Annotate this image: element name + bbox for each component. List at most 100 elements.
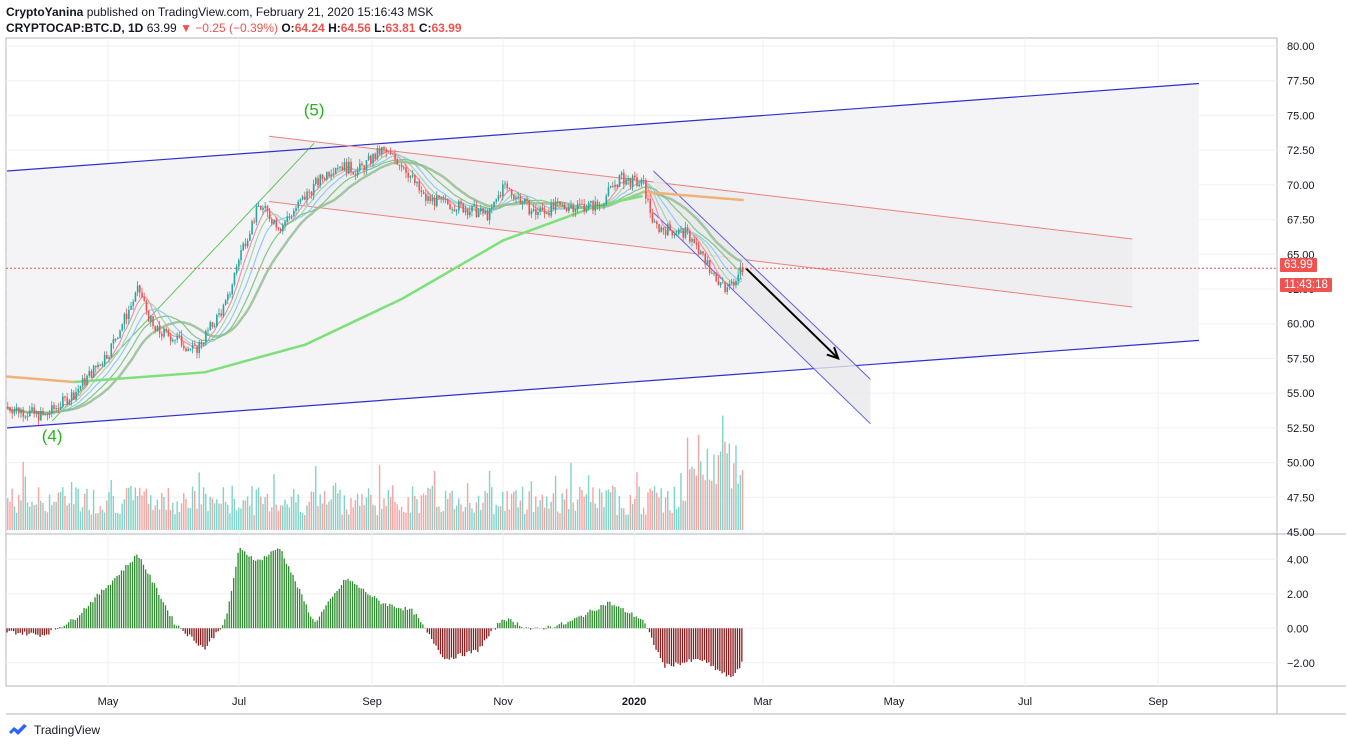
candle-body — [537, 211, 539, 215]
candle-body — [57, 408, 60, 410]
volume-bar — [125, 488, 128, 530]
volume-bar — [301, 512, 304, 530]
volume-bar — [673, 486, 676, 530]
volume-bar — [561, 493, 563, 530]
volume-bar — [59, 492, 62, 530]
volume-bar — [365, 497, 368, 530]
price-tick-label: 75.00 — [1287, 110, 1315, 122]
candle-body — [616, 184, 619, 187]
candle-body — [51, 405, 53, 414]
candle-body — [425, 193, 427, 201]
candle-body — [218, 313, 220, 316]
last-price-label: 63.99 — [1280, 258, 1317, 272]
volume-bar — [334, 482, 337, 530]
volume-bar — [508, 509, 511, 530]
volume-bar — [400, 506, 403, 530]
tradingview-brand[interactable]: TradingView — [34, 723, 101, 737]
volume-bar — [691, 466, 693, 530]
volume-bar — [48, 494, 51, 530]
volume-bar — [70, 481, 73, 530]
volume-bar — [354, 500, 357, 530]
candle-body — [31, 407, 33, 411]
candle-body — [191, 345, 194, 349]
candle-body — [22, 409, 25, 417]
candle-body — [579, 203, 581, 205]
candle-body — [55, 408, 58, 410]
volume-bar — [200, 504, 203, 530]
candle-body — [372, 153, 374, 164]
candle-body — [515, 197, 517, 200]
candle-body — [634, 175, 636, 178]
volume-bar — [145, 488, 148, 530]
candle-body — [62, 396, 64, 407]
volume-bar — [341, 514, 343, 530]
volume-bar — [669, 510, 671, 530]
volume-bar — [662, 512, 665, 530]
volume-bar — [356, 493, 359, 530]
volume-bar — [337, 493, 339, 530]
candle-body — [84, 378, 86, 385]
volume-bar — [147, 503, 150, 530]
volume-bar — [449, 493, 451, 530]
candle-body — [499, 195, 502, 197]
candle-body — [9, 407, 11, 411]
volume-bar — [240, 508, 242, 530]
volume-bar — [583, 496, 585, 530]
candle-body — [174, 339, 176, 341]
candle-body — [367, 155, 370, 161]
volume-bar — [559, 513, 561, 530]
candle-body — [33, 407, 36, 414]
volume-bar — [18, 494, 20, 530]
candle-body — [400, 164, 403, 168]
candle-body — [106, 354, 108, 359]
candle-body — [700, 251, 702, 255]
candle-body — [396, 159, 399, 165]
candle-body — [152, 316, 154, 327]
candle-body — [684, 227, 687, 238]
candle-body — [680, 228, 682, 230]
price-tick-label: 45.00 — [1287, 527, 1315, 539]
symbol-name[interactable]: CRYPTOCAP:BTC.D, 1D — [6, 21, 144, 35]
candle-body — [517, 196, 520, 198]
volume-bar — [469, 502, 471, 530]
volume-bar — [480, 509, 482, 530]
volume-bar — [638, 486, 640, 530]
candle-body — [337, 167, 339, 169]
candle-body — [741, 267, 744, 272]
candle-body — [315, 178, 317, 184]
volume-bar — [306, 505, 308, 530]
volume-bar — [275, 504, 277, 530]
candle-body — [532, 209, 535, 211]
volume-bar — [290, 496, 293, 530]
candle-body — [312, 183, 315, 196]
volume-bar — [576, 499, 579, 530]
candle-body — [409, 175, 412, 178]
price-tick-label: 60.00 — [1287, 319, 1315, 331]
candle-body — [466, 209, 469, 216]
volume-bar — [739, 474, 742, 530]
volume-bar — [645, 514, 647, 530]
candle-body — [735, 280, 737, 286]
volume-bar — [273, 474, 275, 530]
candle-body — [541, 208, 544, 211]
candle-body — [251, 221, 253, 235]
volume-bar — [286, 504, 288, 530]
volume-bar — [486, 493, 489, 530]
candle-body — [719, 282, 722, 286]
volume-bar — [543, 507, 546, 530]
candle-body — [359, 163, 361, 171]
author-name[interactable]: CryptoYanina — [6, 5, 84, 19]
candle-body — [134, 292, 137, 302]
volume-bar — [42, 502, 44, 530]
candle-body — [519, 196, 522, 205]
price-change: ▼ −0.25 (−0.39%) — [180, 21, 278, 35]
candle-body — [356, 170, 359, 176]
candle-body — [614, 184, 616, 187]
candle-body — [154, 326, 157, 331]
volume-bar — [117, 512, 119, 530]
volume-bar — [378, 465, 381, 530]
candle-body — [407, 173, 410, 178]
candle-body — [112, 339, 115, 344]
candle-body — [601, 205, 603, 207]
